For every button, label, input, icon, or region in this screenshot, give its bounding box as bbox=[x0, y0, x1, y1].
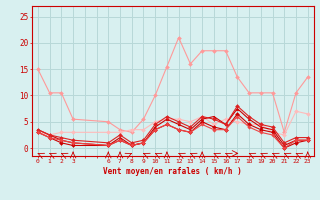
X-axis label: Vent moyen/en rafales ( km/h ): Vent moyen/en rafales ( km/h ) bbox=[103, 167, 242, 176]
